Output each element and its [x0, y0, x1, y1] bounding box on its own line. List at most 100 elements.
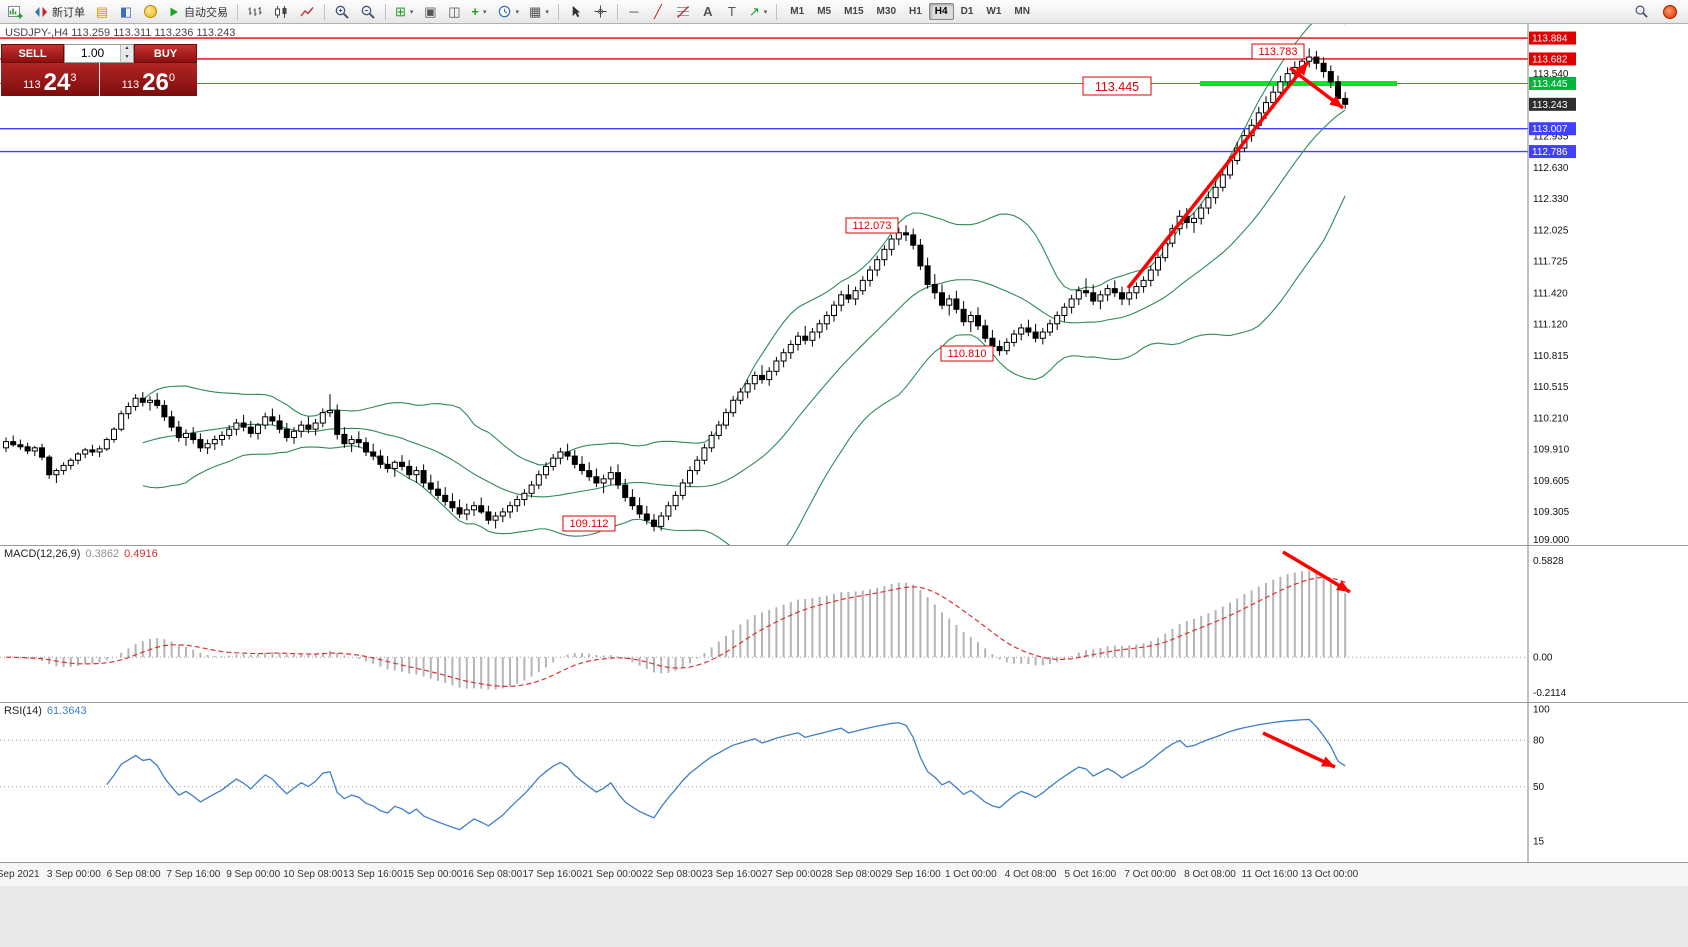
- timeframe-w1-button[interactable]: W1: [986, 6, 1002, 17]
- buy-price-big: 26: [142, 69, 169, 96]
- zoom-out-button[interactable]: [356, 2, 380, 22]
- bar-chart-mode-button[interactable]: [243, 2, 267, 22]
- price-tick-label: 109.000: [1533, 535, 1570, 545]
- sell-price-prefix: 113: [23, 79, 41, 91]
- fibonacci-icon: [676, 5, 689, 18]
- text-tool-icon: A: [703, 4, 713, 19]
- time-axis-label: 22 Sep 08:00: [642, 869, 702, 880]
- macd-label: MACD(12,26,9) 0.3862 0.4916: [4, 548, 158, 560]
- time-axis-label: 3 Sep 00:00: [46, 869, 101, 880]
- volume-down-button[interactable]: ▼: [121, 53, 133, 62]
- zoom-in-button[interactable]: [330, 2, 354, 22]
- period-button[interactable]: ▾: [493, 2, 524, 22]
- text-tool-button[interactable]: A: [697, 2, 719, 22]
- new-chart-icon: [8, 5, 23, 18]
- dropdown-caret-icon: ▾: [545, 8, 549, 16]
- candlestick-icon: [275, 5, 287, 18]
- macd-canvas[interactable]: 0.5828 0.00 -0.2114: [0, 546, 1688, 702]
- new-chart-button[interactable]: [3, 2, 27, 22]
- main-chart-canvas[interactable]: 113.783 113.445 112.073 110.810 109.112 113.5…: [0, 24, 1688, 545]
- autotrading-play-icon: [170, 7, 178, 16]
- expert-advisors-button[interactable]: [139, 2, 161, 22]
- svg-text:113.445: 113.445: [1095, 80, 1139, 94]
- volume-input[interactable]: 1.00 ▲ ▼: [64, 44, 134, 63]
- sell-price-sup: 3: [70, 72, 77, 84]
- label-tool-button[interactable]: T: [721, 2, 743, 22]
- price-tick-label: 113.540: [1533, 69, 1569, 80]
- toolbar-separator: [776, 3, 778, 20]
- timeframe-m15-button[interactable]: M15: [844, 6, 864, 17]
- price-tag: 113.007: [1529, 122, 1576, 136]
- timeframe-m5-button[interactable]: M5: [817, 6, 832, 17]
- volume-spinner: ▲ ▼: [120, 45, 133, 62]
- svg-text:112.073: 112.073: [853, 220, 892, 232]
- rsi-name: RSI(14): [4, 705, 42, 717]
- time-axis-label: 16 Sep 08:00: [462, 869, 523, 880]
- candlestick-mode-button[interactable]: [269, 2, 293, 22]
- volume-value[interactable]: 1.00: [80, 46, 105, 60]
- market-watch-icon: ◧: [119, 4, 133, 19]
- horizontal-line-tool-button[interactable]: ─: [623, 2, 645, 22]
- timeframe-d1-button[interactable]: D1: [960, 6, 974, 17]
- time-axis-label: 17 Sep 16:00: [522, 869, 582, 880]
- cursor-tool-button[interactable]: [564, 2, 587, 22]
- time-axis-label: 4 Oct 08:00: [1004, 869, 1057, 880]
- price-tag: 113.682: [1529, 52, 1576, 66]
- trendline-tool-button[interactable]: ╱: [647, 2, 669, 22]
- community-button[interactable]: [1659, 2, 1681, 22]
- rsi-canvas[interactable]: 100 80 50 15: [0, 703, 1688, 862]
- macd-histogram: [12, 570, 1347, 690]
- time-axis-label: 13 Sep 16:00: [343, 869, 403, 880]
- price-tick-label: 109.910: [1533, 444, 1570, 455]
- autotrading-button[interactable]: 自动交易: [163, 2, 232, 22]
- tile-windows-button[interactable]: ⊞ ▾: [391, 2, 417, 22]
- time-axis[interactable]: 2 Sep 2021 3 Sep 00:00 6 Sep 08:00 7 Sep 16…: [0, 862, 1688, 886]
- timeframe-h4-button[interactable]: H4: [928, 3, 954, 20]
- price-tick-label: 110.815: [1533, 351, 1569, 362]
- timeframe-m1-button[interactable]: M1: [790, 6, 805, 17]
- timeframe-h1-button[interactable]: H1: [909, 6, 922, 17]
- market-watch-button[interactable]: ◧: [115, 2, 137, 22]
- price-tick-label: 111.725: [1533, 257, 1568, 268]
- sell-price-display[interactable]: 113 24 3: [1, 63, 99, 96]
- svg-text:110.810: 110.810: [948, 348, 987, 360]
- cascade-icon: ▣: [424, 4, 437, 19]
- price-tick-label: 109.305: [1533, 507, 1570, 518]
- fibonacci-tool-button[interactable]: [671, 2, 695, 22]
- macd-signal-line: [5, 576, 1346, 687]
- time-axis-label: 23 Sep 16:00: [701, 869, 762, 880]
- price-tag: 113.445: [1529, 76, 1576, 90]
- new-order-button[interactable]: 新订单: [29, 2, 89, 22]
- price-callout: 113.445: [1082, 76, 1152, 96]
- time-axis-label: 7 Oct 00:00: [1124, 869, 1177, 880]
- buy-button[interactable]: BUY: [134, 44, 197, 63]
- timeframe-m30-button[interactable]: M30: [876, 6, 896, 17]
- time-axis-label: 10 Sep 08:00: [283, 869, 343, 880]
- price-tick-label: 111.120: [1533, 319, 1568, 330]
- arrows-tool-button[interactable]: ↗ ▾: [745, 2, 771, 22]
- rsi-scale-label: 50: [1533, 782, 1545, 793]
- sell-button[interactable]: SELL: [1, 44, 64, 63]
- rsi-value: 61.3643: [46, 705, 87, 717]
- arrange-windows-button[interactable]: ◫: [443, 2, 465, 22]
- timeframe-mn-button[interactable]: MN: [1014, 6, 1030, 17]
- price-callout: 113.783: [1251, 43, 1305, 60]
- toolbar-right-group: [1630, 2, 1685, 22]
- toolbar-separator: [324, 3, 325, 20]
- dropdown-caret-icon: ▾: [483, 8, 487, 16]
- sell-price-big: 24: [43, 69, 71, 96]
- line-chart-mode-button[interactable]: [295, 2, 319, 22]
- templates-button[interactable]: ▦ ▾: [525, 2, 553, 22]
- add-indicator-button[interactable]: + ▾: [467, 2, 490, 22]
- volume-up-button[interactable]: ▲: [121, 45, 133, 54]
- price-tag: 113.884: [1529, 31, 1576, 45]
- search-button[interactable]: [1630, 2, 1653, 22]
- crosshair-tool-button[interactable]: [589, 2, 612, 22]
- history-center-button[interactable]: ▤: [91, 2, 113, 22]
- tile-windows-icon: ⊞: [395, 4, 406, 19]
- one-click-trading-panel: SELL 1.00 ▲ ▼ BUY 113 24 3 113 26 0: [1, 44, 197, 96]
- buy-price-display[interactable]: 113 26 0: [99, 63, 197, 96]
- line-chart-icon: [300, 6, 314, 16]
- cascade-windows-button[interactable]: ▣: [419, 2, 441, 22]
- time-axis-label: 1 Oct 00:00: [944, 869, 997, 880]
